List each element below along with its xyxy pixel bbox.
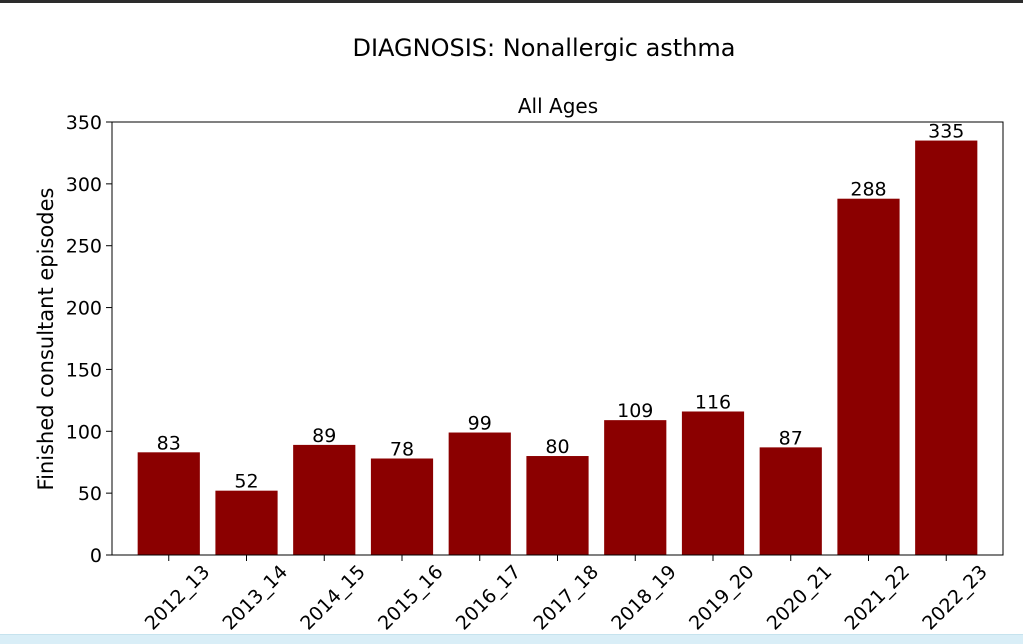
bar-2017_18 [526, 456, 589, 555]
bar-2016_17 [448, 432, 511, 555]
bar-value-label: 335 [928, 121, 964, 143]
chart-title: All Ages [518, 94, 598, 118]
bar-2021_22 [837, 198, 900, 555]
bar-series [137, 140, 978, 556]
bar-value-label: 116 [695, 391, 731, 413]
y-tick-label: 250 [66, 236, 102, 258]
bar-2014_15 [293, 444, 356, 555]
x-tick-label: 2016_17 [452, 561, 526, 635]
y-axis-label: Finished consultant episodes [34, 188, 58, 491]
bar-2019_20 [681, 411, 745, 555]
x-tick-label: 2014_15 [296, 561, 370, 635]
bar-2013_14 [215, 490, 278, 555]
bar-value-label: 78 [390, 439, 414, 461]
y-tick-label: 0 [90, 545, 102, 567]
y-axis: 0 50 100 150 200 250 300 350 [66, 112, 112, 567]
bar-value-label: 99 [468, 413, 492, 435]
x-tick-label: 2021_22 [840, 561, 914, 635]
y-tick-label: 50 [78, 483, 102, 505]
bar-value-label: 87 [779, 427, 803, 449]
bar-value-label: 52 [234, 471, 258, 493]
bar-2022_23 [915, 140, 978, 556]
y-tick-label: 150 [66, 359, 102, 381]
plot-frame [111, 121, 1004, 556]
x-tick-label: 2017_18 [529, 561, 603, 635]
bar-2018_19 [604, 420, 667, 555]
bar-value-label: 89 [312, 425, 336, 447]
data-labels: 83 52 89 78 99 80 109 116 87 288 335 [157, 121, 965, 493]
x-tick-label: 2015_16 [374, 561, 448, 635]
y-tick-label: 300 [66, 174, 102, 196]
y-tick-label: 350 [66, 112, 102, 134]
x-tick-label: 2013_14 [218, 561, 292, 635]
y-tick-label: 100 [66, 421, 102, 443]
x-tick-label: 2012_13 [141, 561, 215, 635]
bottom-strip [0, 634, 1023, 644]
x-axis: 2012_13 2013_14 2014_15 2015_16 2016_17 2017_… [141, 555, 992, 635]
bar-value-label: 80 [545, 436, 569, 458]
x-tick-label: 2018_19 [607, 561, 681, 635]
bar-value-label: 109 [617, 400, 653, 422]
top-divider [0, 0, 1023, 3]
bar-value-label: 288 [850, 179, 886, 201]
bar-2015_16 [370, 458, 434, 555]
chart-suptitle: DIAGNOSIS: Nonallergic asthma [352, 34, 735, 62]
bar-value-label: 83 [157, 432, 181, 454]
bar-2012_13 [137, 452, 200, 555]
y-tick-label: 200 [66, 298, 102, 320]
x-tick-label: 2020_21 [763, 561, 837, 635]
x-tick-label: 2022_23 [918, 561, 992, 635]
bar-2020_21 [759, 447, 822, 555]
x-tick-label: 2019_20 [685, 561, 759, 635]
